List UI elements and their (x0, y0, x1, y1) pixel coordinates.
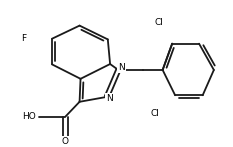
Text: N: N (118, 64, 125, 72)
Text: Cl: Cl (155, 19, 164, 27)
Text: O: O (62, 137, 69, 146)
Text: HO: HO (22, 112, 36, 121)
Text: F: F (21, 34, 27, 43)
Text: Cl: Cl (150, 109, 159, 118)
Text: N: N (106, 94, 113, 103)
